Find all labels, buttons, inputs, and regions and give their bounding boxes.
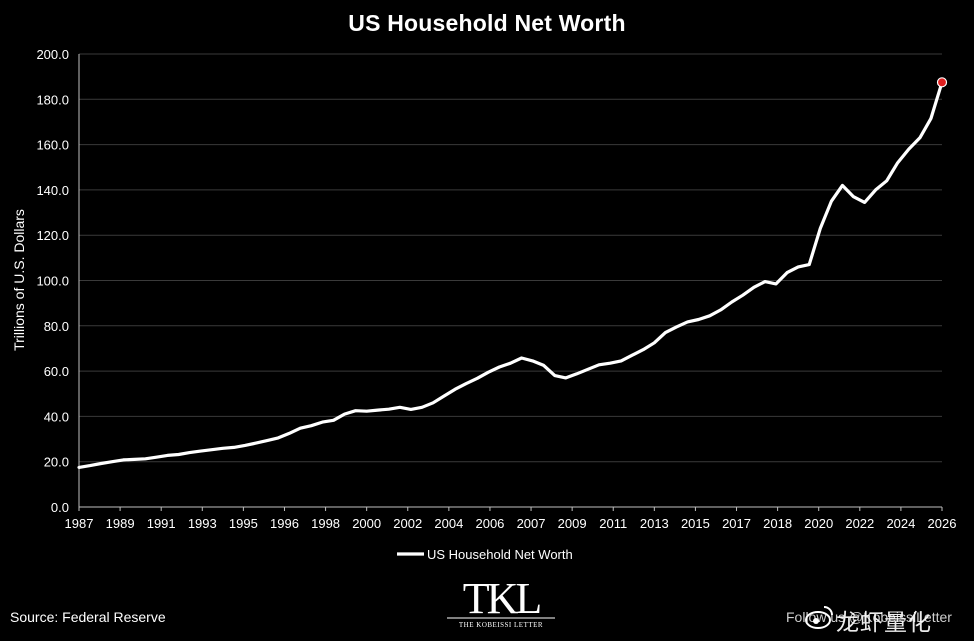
x-tick-label: 2007 — [517, 516, 546, 531]
x-tick-label: 2017 — [722, 516, 751, 531]
x-tick-label: 2015 — [681, 516, 710, 531]
x-tick-label: 2009 — [558, 516, 587, 531]
y-tick-label: 100.0 — [36, 274, 69, 289]
x-tick-labels: 1987 1989 1991 1993 1995 1996 1998 2000 2002 2004… — [65, 516, 957, 531]
kobeissi-logo: TKL THE KOBEISSI LETTER — [441, 573, 561, 629]
axes — [78, 54, 943, 511]
y-tick-label: 200.0 — [36, 47, 69, 62]
x-tick-label: 1989 — [106, 516, 135, 531]
y-tick-label: 0.0 — [51, 500, 69, 515]
x-tick-label: 2002 — [393, 516, 422, 531]
x-tick-label: 2006 — [475, 516, 504, 531]
y-tick-label: 180.0 — [36, 92, 69, 107]
x-tick-label: 1998 — [311, 516, 340, 531]
series-lines — [77, 77, 948, 469]
y-tick-label: 80.0 — [44, 319, 69, 334]
x-tick-label: 2026 — [928, 516, 957, 531]
y-axis-label: Trillions of U.S. Dollars — [11, 209, 27, 351]
y-tick-label: 20.0 — [44, 455, 69, 470]
x-tick-label: 2004 — [434, 516, 463, 531]
x-tick-label: 2013 — [640, 516, 669, 531]
legend-label: US Household Net Worth — [427, 547, 573, 562]
logo-mark: TKL — [463, 574, 541, 623]
y-tick-label: 60.0 — [44, 364, 69, 379]
x-tick-label: 1996 — [270, 516, 299, 531]
legend: US Household Net Worth — [397, 547, 573, 562]
grid-lines — [79, 53, 942, 463]
logo-subtitle: THE KOBEISSI LETTER — [459, 621, 543, 629]
source-note: Source: Federal Reserve — [10, 609, 166, 625]
series-line-0 — [77, 80, 944, 469]
x-tick-label: 1993 — [188, 516, 217, 531]
watermark-text: 龙虾量化 — [836, 609, 932, 635]
y-tick-label: 120.0 — [36, 228, 69, 243]
x-tick-label: 1987 — [65, 516, 94, 531]
y-tick-label: 140.0 — [36, 183, 69, 198]
chart-title: US Household Net Worth — [348, 10, 626, 36]
x-tick-label: 2000 — [352, 516, 381, 531]
y-tick-label: 40.0 — [44, 409, 69, 424]
x-tick-label: 2024 — [886, 516, 915, 531]
x-tick-label: 1991 — [147, 516, 176, 531]
y-tick-labels: 0.0 20.0 40.0 60.0 80.0 100.0 120.0 140.0 160.0 1… — [36, 47, 69, 515]
x-tick-label: 2022 — [845, 516, 874, 531]
latest-point-marker — [936, 77, 948, 88]
x-tick-label: 2020 — [804, 516, 833, 531]
y-tick-label: 160.0 — [36, 138, 69, 153]
x-tick-label: 2011 — [599, 516, 627, 531]
weibo-icon — [805, 606, 833, 629]
x-tick-label: 2018 — [763, 516, 792, 531]
follow-note: Follow us @KobeissiLetter — [786, 609, 952, 625]
x-tick-label: 1995 — [229, 516, 258, 531]
